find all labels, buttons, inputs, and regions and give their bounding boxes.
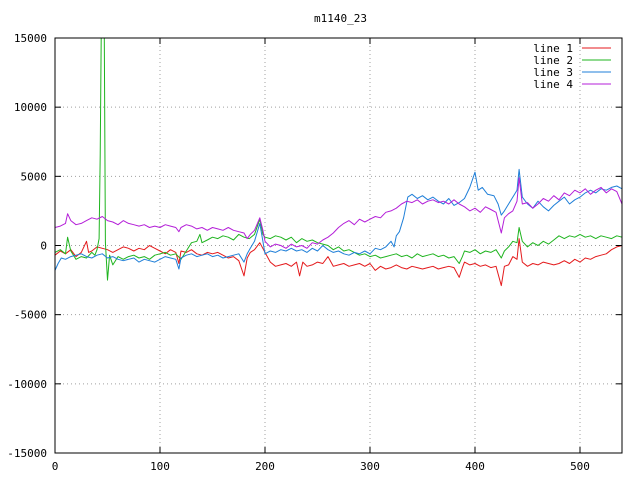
y-tick-label: -10000 [7, 378, 47, 391]
y-tick-label: -15000 [7, 447, 47, 460]
y-tick-label: -5000 [14, 309, 47, 322]
legend-label: line 3 [533, 66, 573, 79]
series-line-1 [55, 238, 622, 287]
legend-label: line 4 [533, 78, 573, 91]
series-lines [55, 38, 622, 287]
axis-ticks: 0 100 200 300 400 500 -15000 -10000 -5000 0 5000 10… [7, 32, 622, 473]
y-tick-label: 0 [40, 240, 47, 253]
x-tick-label: 300 [360, 460, 380, 473]
series-line-4 [55, 177, 622, 249]
legend-label: line 1 [533, 42, 573, 55]
x-tick-label: 0 [52, 460, 59, 473]
series-line-2 [55, 38, 622, 281]
grid [55, 38, 622, 453]
x-tick-label: 200 [255, 460, 275, 473]
y-tick-label: 10000 [14, 101, 47, 114]
chart-title: m1140_23 [314, 12, 367, 25]
x-tick-label: 500 [570, 460, 590, 473]
x-tick-label: 400 [465, 460, 485, 473]
y-tick-label: 5000 [21, 170, 48, 183]
y-tick-label: 15000 [14, 32, 47, 45]
legend-label: line 2 [533, 54, 573, 67]
series-line-3 [55, 168, 622, 271]
x-tick-label: 100 [150, 460, 170, 473]
